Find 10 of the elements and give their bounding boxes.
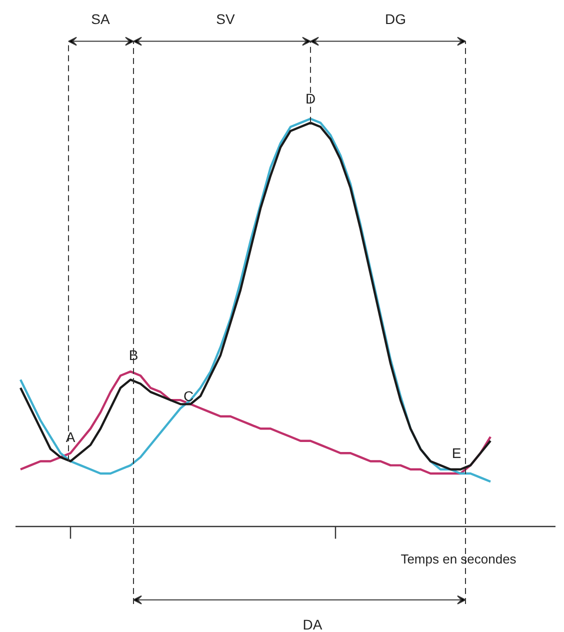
annotation: A	[66, 428, 76, 445]
annotation: B	[128, 347, 138, 364]
text: D	[305, 90, 316, 106]
text: DA	[302, 616, 323, 632]
text: SA	[91, 10, 110, 27]
text: SV	[216, 10, 236, 27]
x-axis-title: Temps en secondes	[400, 552, 517, 567]
text: DG	[385, 10, 406, 27]
annotation: C	[183, 388, 194, 404]
annotation: E	[452, 445, 462, 462]
